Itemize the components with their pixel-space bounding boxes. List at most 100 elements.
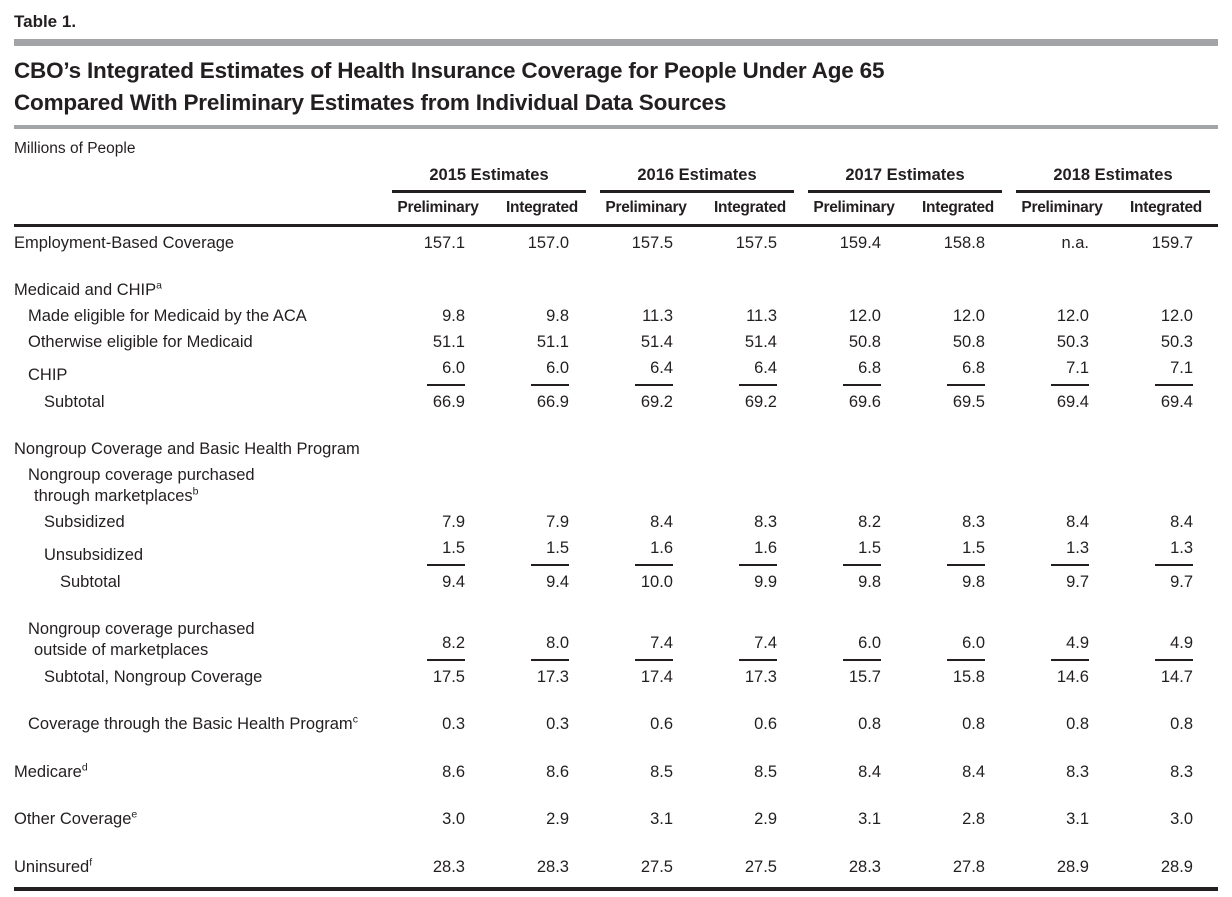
row-label-line: Coverage through the Basic Health Progra… <box>28 713 358 734</box>
col-2015-integrated: Integrated <box>490 192 594 227</box>
row-label: Nongroup coverage purchased through marke… <box>14 463 386 510</box>
value-cell: 8.3 <box>1170 762 1193 781</box>
value-cell <box>490 415 594 463</box>
year-header-row: 2015 Estimates 2016 Estimates 2017 Estim… <box>14 166 1218 193</box>
value-cell: 9.8 <box>546 307 569 326</box>
title-divider-rule <box>14 124 1218 129</box>
top-divider-rule <box>14 39 1218 46</box>
value-cell: 9.8 <box>442 307 465 326</box>
footnote-marker: d <box>81 761 88 774</box>
value-cell: 2.9 <box>754 810 777 829</box>
value-cell: 0.6 <box>754 715 777 734</box>
value-cell: 50.8 <box>952 333 985 352</box>
value-cell: 9.7 <box>1066 572 1089 591</box>
year-group-2017: 2017 Estimates <box>802 166 1010 193</box>
table-body: Employment-Based Coverage 157.1 157.0 157.5… <box>14 225 1218 891</box>
value-cell: 17.3 <box>536 667 569 686</box>
row-label-line: Subsidized <box>44 513 125 532</box>
value-cell: 11.3 <box>746 307 777 326</box>
value-cell: 51.1 <box>432 333 465 352</box>
value-cell: 4.9 <box>1114 595 1218 664</box>
table-row: Medicaid and CHIPa <box>14 256 1218 304</box>
value-cell: 8.4 <box>858 762 881 781</box>
value-cell <box>802 463 906 510</box>
value-cell: 6.0 <box>802 595 906 664</box>
col-2017-preliminary: Preliminary <box>802 192 906 227</box>
value-cell: 2.9 <box>546 810 569 829</box>
table-title: CBO’s Integrated Estimates of Health Ins… <box>14 55 1218 119</box>
value-cell: 10.0 <box>640 572 673 591</box>
table-row: Coverage through the Basic Health Progra… <box>14 690 1218 738</box>
row-label-line: Other Coveragee <box>14 808 138 829</box>
table-row: Uninsuredf 28.3 28.3 27.5 27.5 28.3 27.8 28.9 28… <box>14 832 1218 891</box>
value-cell: 9.8 <box>858 572 881 591</box>
value-cell: 51.4 <box>640 333 673 352</box>
value-cell: 69.5 <box>952 392 985 411</box>
value-cell: 6.8 <box>802 356 906 390</box>
value-cell <box>1114 415 1218 463</box>
row-label: Subtotal <box>14 569 386 595</box>
value-cell: 8.4 <box>650 513 673 532</box>
value-cell <box>386 256 490 304</box>
value-cell: 6.4 <box>594 356 698 390</box>
row-label: Subtotal, Nongroup Coverage <box>14 664 386 690</box>
value-cell <box>1010 256 1114 304</box>
col-2018-preliminary: Preliminary <box>1010 192 1114 227</box>
value-cell <box>698 256 802 304</box>
value-cell: 28.3 <box>490 832 594 891</box>
value-cell: 17.4 <box>640 667 673 686</box>
table-row: Subtotal, Nongroup Coverage 17.5 17.3 17.4 1… <box>14 664 1218 690</box>
value-cell <box>802 256 906 304</box>
row-label: Other Coveragee <box>14 785 386 833</box>
value-cell: 0.8 <box>1066 715 1089 734</box>
value-cell: 66.9 <box>432 392 465 411</box>
value-cell: 1.3 <box>1010 536 1114 570</box>
value-cell <box>594 415 698 463</box>
value-cell: 8.4 <box>1170 513 1193 532</box>
value-cell: 66.9 <box>536 392 569 411</box>
value-cell: 7.1 <box>1010 356 1114 390</box>
value-cell <box>1010 415 1114 463</box>
value-cell: 8.6 <box>546 762 569 781</box>
row-label-line: Medicaid and CHIPa <box>14 279 162 300</box>
value-cell: 51.4 <box>744 333 777 352</box>
year-group-2018: 2018 Estimates <box>1010 166 1218 193</box>
row-label-line: Uninsuredf <box>14 856 93 876</box>
row-label-line: Subtotal <box>44 392 105 411</box>
value-cell: 1.3 <box>1114 536 1218 570</box>
value-cell: 12.0 <box>848 307 881 326</box>
value-cell: 15.8 <box>952 667 985 686</box>
value-cell <box>906 463 1010 510</box>
row-label: Subtotal <box>14 389 386 415</box>
value-cell: 8.3 <box>754 513 777 532</box>
value-cell <box>1114 463 1218 510</box>
row-label-line: Made eligible for Medicaid by the ACA <box>28 307 307 326</box>
value-cell: 28.9 <box>1114 832 1218 891</box>
value-cell: 50.3 <box>1160 333 1193 352</box>
year-group-2015: 2015 Estimates <box>386 166 594 193</box>
value-cell: 159.7 <box>1151 233 1193 252</box>
footnote-marker: b <box>192 485 199 498</box>
value-cell: 3.1 <box>1066 810 1089 829</box>
row-label: Coverage through the Basic Health Progra… <box>14 690 386 738</box>
value-cell: 50.3 <box>1056 333 1089 352</box>
value-cell: 69.2 <box>640 392 673 411</box>
row-label-line: outside of marketplaces <box>34 641 209 660</box>
value-cell: 2.8 <box>962 810 985 829</box>
value-cell: 12.0 <box>952 307 985 326</box>
row-label-line: Employment-Based Coverage <box>14 233 235 252</box>
value-cell: 9.4 <box>442 572 465 591</box>
value-cell: 8.2 <box>858 513 881 532</box>
table-row: Nongroup coverage purchased through marke… <box>14 463 1218 510</box>
table-row: Other Coveragee 3.0 2.9 3.1 2.9 3.1 2.8 3.1 3.0 <box>14 785 1218 833</box>
value-cell: 8.0 <box>490 595 594 664</box>
value-cell: 1.5 <box>490 536 594 570</box>
value-cell: 1.5 <box>802 536 906 570</box>
value-cell <box>906 256 1010 304</box>
value-cell: 6.0 <box>490 356 594 390</box>
row-label-line: through marketplacesb <box>34 485 199 506</box>
value-cell: 1.6 <box>594 536 698 570</box>
table-row: Nongroup coverage purchased outside of ma… <box>14 595 1218 664</box>
value-cell: 14.6 <box>1056 667 1089 686</box>
